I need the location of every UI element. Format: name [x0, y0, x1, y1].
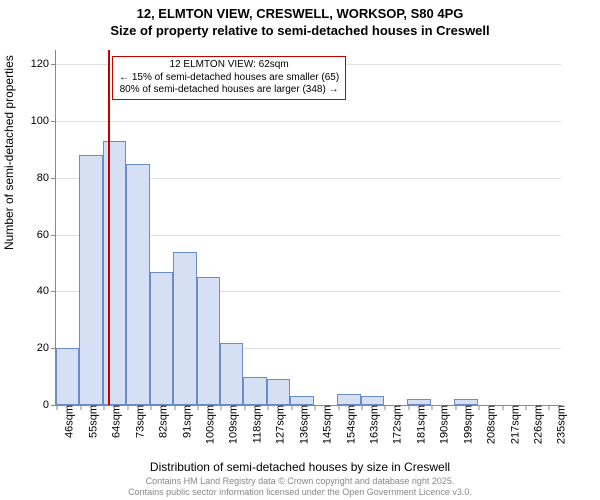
gridline — [56, 121, 561, 122]
histogram-bar — [361, 396, 384, 405]
title-line-1: 12, ELMTON VIEW, CRESWELL, WORKSOP, S80 … — [0, 6, 600, 23]
x-tick-label: 226sqm — [525, 405, 544, 444]
annotation-line-1: 12 ELMTON VIEW: 62sqm — [119, 59, 339, 72]
credits-line-1: Contains HM Land Registry data © Crown c… — [0, 476, 600, 487]
chart-container: 12, ELMTON VIEW, CRESWELL, WORKSOP, S80 … — [0, 0, 600, 500]
histogram-bar — [197, 277, 220, 405]
y-tick-label: 120 — [31, 58, 56, 70]
x-tick-label: 100sqm — [197, 405, 216, 444]
x-tick-label: 208sqm — [479, 405, 498, 444]
x-tick-label: 91sqm — [174, 405, 193, 438]
histogram-bar — [126, 164, 149, 405]
x-tick-label: 235sqm — [549, 405, 568, 444]
x-tick-label: 217sqm — [502, 405, 521, 444]
x-axis-label: Distribution of semi-detached houses by … — [0, 460, 600, 474]
x-tick-label: 172sqm — [385, 405, 404, 444]
histogram-bar — [150, 272, 173, 405]
histogram-bar — [290, 396, 313, 405]
y-tick-label: 80 — [37, 172, 56, 184]
annotation-line-3: 80% of semi-detached houses are larger (… — [119, 84, 339, 97]
annotation-line-2: ← 15% of semi-detached houses are smalle… — [119, 72, 339, 85]
x-tick-label: 145sqm — [315, 405, 334, 444]
title-line-2: Size of property relative to semi-detach… — [0, 23, 600, 40]
y-tick-label: 60 — [37, 229, 56, 241]
x-tick-label: 82sqm — [151, 405, 170, 438]
y-tick-label: 20 — [37, 342, 56, 354]
histogram-bar — [337, 394, 360, 405]
x-tick-label: 46sqm — [57, 405, 76, 438]
y-tick-label: 40 — [37, 285, 56, 297]
x-tick-label: 109sqm — [221, 405, 240, 444]
histogram-bar — [79, 155, 102, 405]
x-tick-label: 163sqm — [361, 405, 380, 444]
histogram-bar — [103, 141, 126, 405]
histogram-bar — [267, 379, 290, 405]
x-tick-label: 73sqm — [127, 405, 146, 438]
histogram-bar — [243, 377, 266, 405]
reference-line — [108, 50, 110, 405]
x-tick-label: 55sqm — [80, 405, 99, 438]
x-tick-label: 181sqm — [408, 405, 427, 444]
x-tick-label: 190sqm — [432, 405, 451, 444]
x-tick-label: 154sqm — [338, 405, 357, 444]
y-axis-label: Number of semi-detached properties — [2, 55, 16, 250]
reference-annotation: 12 ELMTON VIEW: 62sqm ← 15% of semi-deta… — [112, 56, 346, 100]
histogram-bar — [173, 252, 196, 405]
x-tick-label: 64sqm — [104, 405, 123, 438]
x-tick-label: 118sqm — [244, 405, 263, 443]
y-tick-label: 100 — [31, 115, 56, 127]
credits-line-2: Contains public sector information licen… — [0, 487, 600, 498]
x-tick-label: 199sqm — [455, 405, 474, 444]
plot-area: 02040608010012046sqm55sqm64sqm73sqm82sqm… — [55, 50, 561, 406]
credits: Contains HM Land Registry data © Crown c… — [0, 476, 600, 498]
y-tick-label: 0 — [43, 399, 56, 411]
histogram-bar — [220, 343, 243, 405]
chart-title: 12, ELMTON VIEW, CRESWELL, WORKSOP, S80 … — [0, 0, 600, 40]
histogram-bar — [56, 348, 79, 405]
x-tick-label: 127sqm — [268, 405, 287, 444]
x-tick-label: 136sqm — [291, 405, 310, 444]
